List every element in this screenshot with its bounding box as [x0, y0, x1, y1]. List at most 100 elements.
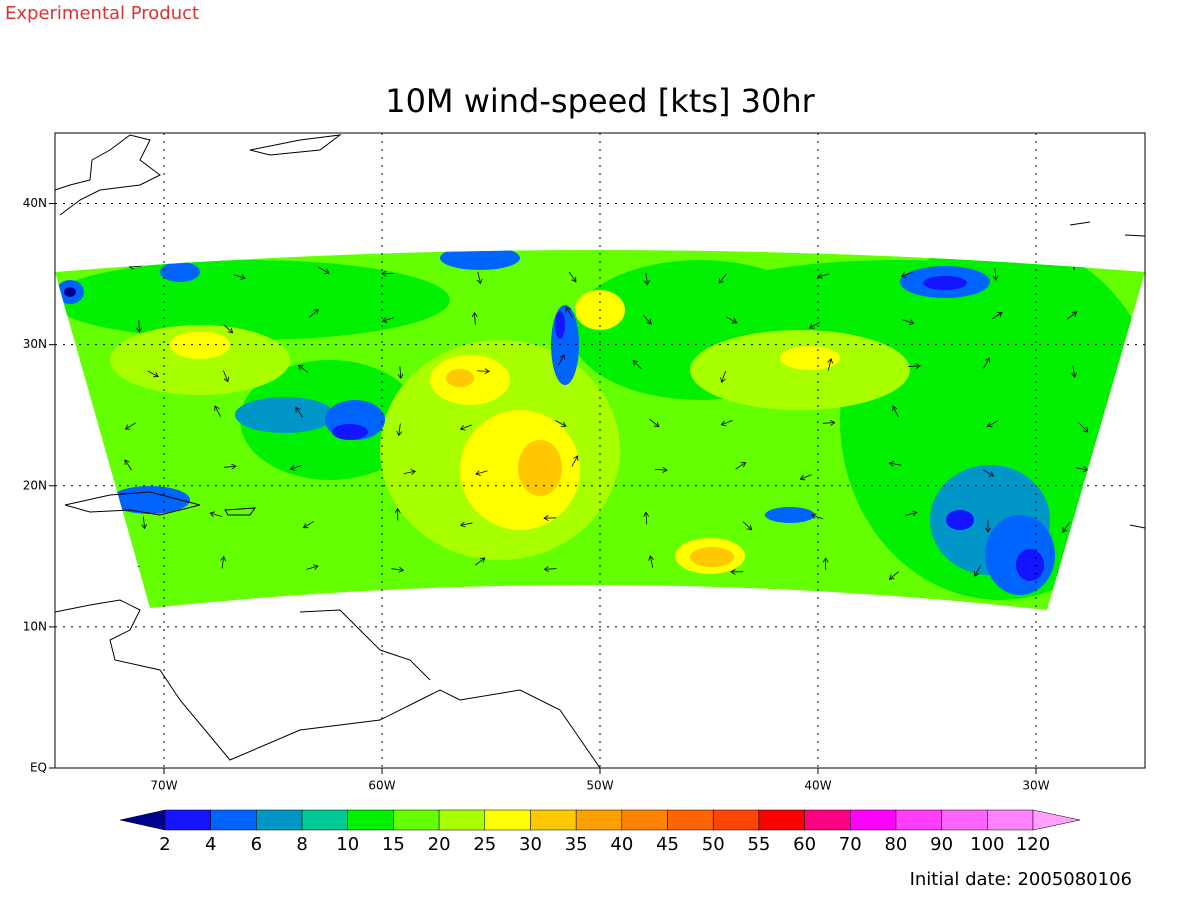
wind-arrow: [565, 306, 573, 318]
wind-arrow: [643, 511, 650, 525]
wind-arrow: [720, 370, 726, 384]
wind-arrow: [295, 406, 304, 418]
wind-arrow: [644, 272, 650, 286]
colorbar-box: [941, 809, 988, 831]
colorbar-low: [119, 809, 166, 831]
wind-arrow: [318, 267, 330, 274]
wind-arrow: [471, 311, 478, 325]
map-title: 10M wind-speed [kts] 30hr: [385, 82, 815, 120]
colorbar-box: [575, 809, 623, 831]
colorbar-label: 70: [839, 834, 862, 855]
experimental-label: Experimental Product: [5, 3, 199, 24]
wind-arrow: [900, 271, 913, 278]
wind-arrow: [648, 555, 655, 568]
colorbar-box: [210, 809, 257, 831]
wind-arrow: [983, 357, 990, 369]
wind-arrow: [147, 370, 159, 378]
colorbar-box: [256, 809, 303, 831]
wind-arrow: [905, 510, 918, 517]
wind-arrow: [799, 474, 812, 481]
wind-arrow: [141, 516, 148, 530]
wind-arrow: [543, 515, 557, 522]
wind-arrow: [223, 463, 237, 470]
wind-arrow: [459, 424, 472, 431]
initial-date: Initial date: 2005080106: [910, 869, 1132, 890]
wind-arrow: [558, 354, 565, 366]
wind-arrow: [124, 459, 132, 471]
colorbar-label: 2: [159, 834, 170, 855]
wind-arrow: [391, 566, 405, 573]
colorbar-label: 30: [519, 834, 542, 855]
wind-arrow: [992, 268, 999, 281]
y-tick-label: 20N: [23, 478, 47, 492]
wind-arrow: [1056, 568, 1070, 575]
wind-arrow: [381, 270, 394, 277]
wind-arrow: [822, 557, 829, 571]
wind-arrow: [309, 308, 319, 318]
colorbar-box: [621, 809, 668, 831]
colorbar-box: [393, 809, 440, 831]
wind-arrow: [475, 557, 486, 566]
colorbar-label: 120: [1016, 834, 1050, 855]
wind-arrow: [649, 418, 660, 428]
y-tick-label: EQ: [30, 761, 47, 775]
wind-arrow: [124, 422, 136, 430]
wind-arrow: [477, 368, 490, 375]
colorbar-box: [804, 809, 851, 831]
colorbar-label: 25: [473, 834, 496, 855]
colorbar-label: 50: [702, 834, 725, 855]
colorbar-label: 6: [251, 834, 262, 855]
wind-arrow: [720, 420, 733, 427]
wind-arrow: [808, 321, 821, 329]
y-tick-label: 40N: [23, 196, 47, 210]
wind-arrow: [735, 462, 747, 470]
colorbar-label: 100: [970, 834, 1004, 855]
colorbar-box: [438, 809, 486, 831]
wind-arrow: [718, 273, 727, 284]
wind-arrow: [214, 405, 221, 417]
colorbar-box: [895, 809, 942, 831]
colorbar-box: [712, 809, 760, 831]
colorbar-box: [164, 809, 211, 831]
wind-arrow: [892, 405, 899, 418]
colorbar-label: 15: [382, 834, 405, 855]
x-tick-label: 70W: [150, 779, 177, 793]
wind-arrow: [827, 358, 833, 371]
wind-arrow: [220, 555, 227, 569]
x-tick-label: 40W: [804, 779, 831, 793]
colorbar-label: 40: [610, 834, 633, 855]
colorbar-label: 10: [336, 834, 359, 855]
coastlines: [55, 134, 1145, 768]
wind-arrow: [381, 317, 394, 323]
colorbar-label: 20: [428, 834, 451, 855]
wind-arrow: [985, 520, 991, 533]
colorbar-box: [758, 809, 805, 831]
wind-arrow: [902, 319, 915, 325]
wind-arrow: [822, 419, 836, 426]
colorbar-box: [850, 809, 897, 831]
wind-arrow: [1066, 311, 1078, 320]
colorbar-box: [301, 809, 348, 831]
colorbar-high: [1032, 809, 1081, 831]
wind-arrow: [302, 521, 314, 529]
wind-arrow: [888, 571, 899, 580]
wind-arrow: [816, 273, 830, 279]
wind-arrow: [543, 566, 557, 573]
wind-arrow: [730, 568, 744, 575]
wind-arrow: [726, 316, 738, 324]
wind-arrow: [396, 423, 403, 437]
y-tick-label: 10N: [23, 619, 47, 633]
colorbar-box: [987, 809, 1034, 831]
wind-arrow: [1062, 522, 1070, 533]
wind-arrow: [655, 467, 668, 473]
wind-arrow: [306, 564, 319, 570]
wind-field: [55, 250, 1145, 610]
wind-arrow: [642, 314, 652, 325]
wind-arrow: [403, 469, 417, 475]
wind-arrow: [632, 360, 643, 370]
wind-arrow: [209, 511, 222, 518]
colorbar-label: 55: [747, 834, 770, 855]
wind-arrow: [394, 507, 401, 521]
colorbar-label: 4: [205, 834, 216, 855]
